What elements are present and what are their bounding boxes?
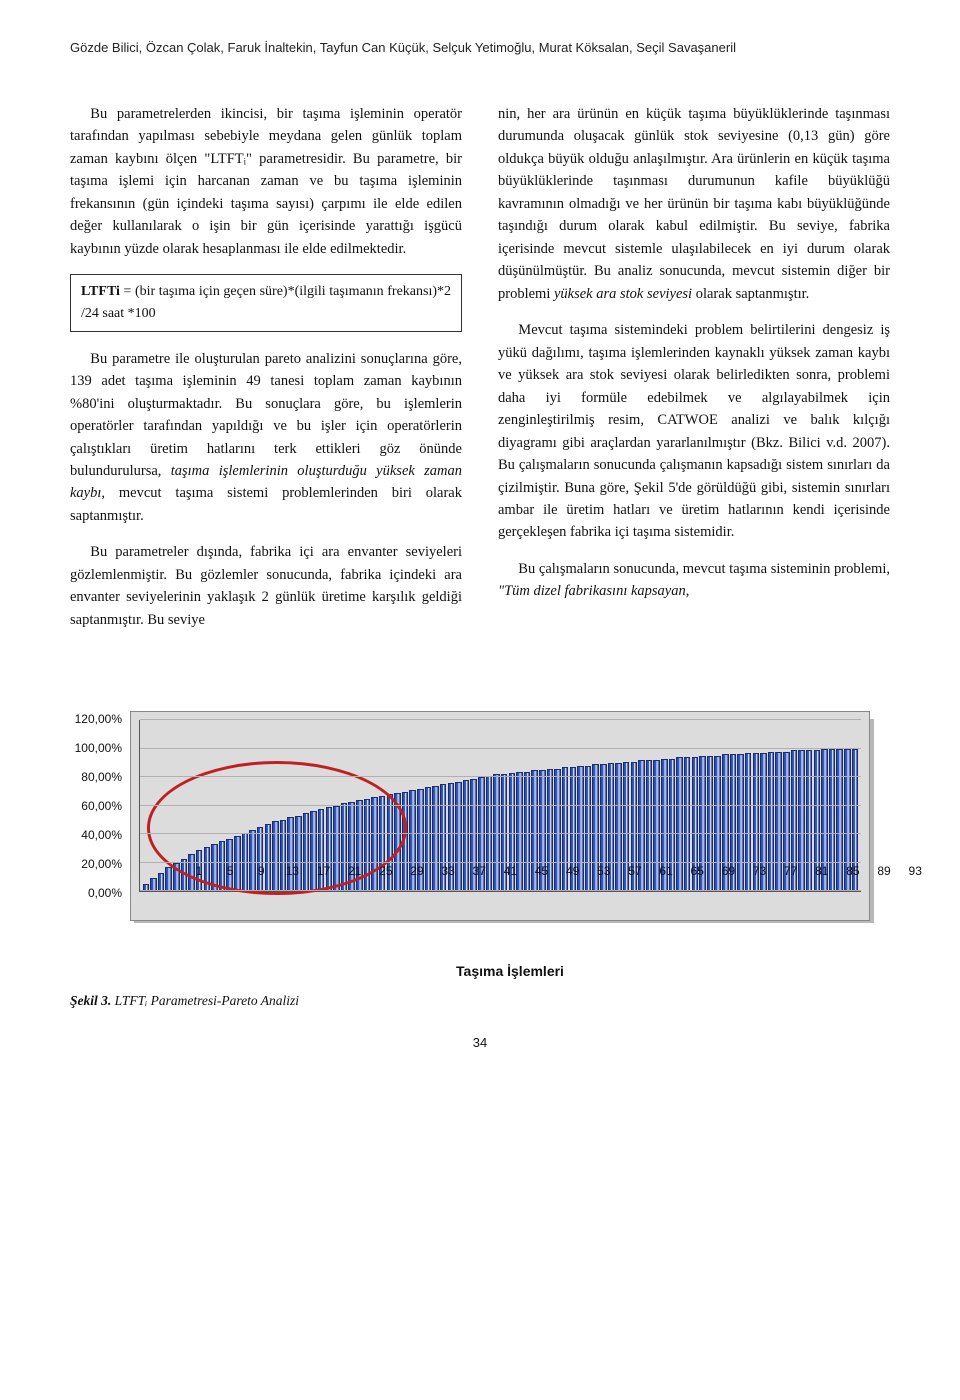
y-tick-label: 120,00% [75,712,122,726]
bar [173,863,179,892]
x-tick-label: 21 [348,864,361,878]
x-tick-label: 77 [784,864,797,878]
x-tick-label: 53 [597,864,610,878]
bar [165,867,171,891]
bar [188,854,194,891]
y-tick-label: 60,00% [81,799,122,813]
gridline [140,862,861,863]
paragraph: Bu parametrelerden ikincisi, bir taşıma … [70,103,462,260]
formula-body: = (bir taşıma için geçen süre)*(ilgili t… [81,284,451,321]
x-tick-label: 93 [909,864,922,878]
gridline [140,719,861,720]
text-italic: "Tüm dizel fabrikasını kapsayan, [498,583,689,599]
y-axis-labels: 0,00% 20,00% 40,00% 60,00% 80,00% 100,00% 120,… [70,711,126,921]
caption-label: Şekil 3. [70,993,111,1008]
page-number: 34 [70,1035,890,1050]
gridline [140,748,861,749]
x-tick-label: 85 [846,864,859,878]
y-tick-label: 80,00% [81,770,122,784]
gridline [140,890,861,891]
x-tick-label: 5 [227,864,234,878]
pareto-chart: 0,00% 20,00% 40,00% 60,00% 80,00% 100,00% 120,… [70,683,890,983]
paragraph: Mevcut taşıma sistemindeki problem belir… [498,319,890,544]
x-tick-label: 29 [410,864,423,878]
x-axis-title: Taşıma İşlemleri [130,963,890,979]
x-tick-label: 57 [628,864,641,878]
y-tick-label: 0,00% [88,886,122,900]
paragraph: Bu çalışmaların sonucunda, mevcut taşıma… [498,558,890,603]
y-tick-label: 20,00% [81,857,122,871]
gridline [140,805,861,806]
paragraph: Bu parametre ile oluşturulan pareto anal… [70,348,462,528]
x-tick-label: 17 [317,864,330,878]
text-run: nin, her ara ürünün en küçük taşıma büyü… [498,106,890,302]
x-tick-label: 45 [535,864,548,878]
text-italic: yüksek ara stok seviyesi [554,286,692,302]
x-tick-label: 9 [258,864,265,878]
x-tick-label: 61 [659,864,672,878]
caption-text: LTFTᵢ Parametresi-Pareto Analizi [111,993,299,1008]
paragraph: nin, her ara ürünün en küçük taşıma büyü… [498,103,890,305]
x-tick-label: 89 [877,864,890,878]
text-run: olarak saptanmıştır. [692,286,809,302]
bar [158,873,164,892]
figure-caption: Şekil 3. LTFTᵢ Parametresi-Pareto Analiz… [70,993,890,1009]
formula-box: LTFTi = (bir taşıma için geçen süre)*(il… [70,274,462,331]
x-tick-label: 49 [566,864,579,878]
x-tick-label: 69 [722,864,735,878]
x-tick-label: 1 [196,864,203,878]
formula-label: LTFTi [81,284,120,299]
x-axis-labels: 1 5 9 13 17 21 25 29 33 37 41 45 49 53 57 61 65 69 73 77 81 8… [199,864,861,882]
text-run: Bu parametre ile oluşturulan pareto anal… [70,351,462,479]
x-tick-label: 13 [286,864,299,878]
x-tick-label: 33 [441,864,454,878]
x-tick-label: 25 [379,864,392,878]
x-tick-label: 81 [815,864,828,878]
author-line: Gözde Bilici, Özcan Çolak, Faruk İnaltek… [70,40,890,55]
gridline [140,833,861,834]
text-run: Bu çalışmaların sonucunda, mevcut taşıma… [518,561,890,577]
bar [181,859,187,892]
two-column-body: Bu parametrelerden ikincisi, bir taşıma … [70,103,890,645]
gridline [140,776,861,777]
y-tick-label: 100,00% [75,741,122,755]
x-tick-label: 73 [753,864,766,878]
x-tick-label: 41 [504,864,517,878]
text-run: mevcut taşıma sistemi problemlerinden bi… [70,485,462,523]
column-right: nin, her ara ürünün en küçük taşıma büyü… [498,103,890,645]
paragraph: Bu parametreler dışında, fabrika içi ara… [70,541,462,631]
column-left: Bu parametrelerden ikincisi, bir taşıma … [70,103,462,645]
x-tick-label: 37 [473,864,486,878]
x-tick-label: 65 [691,864,704,878]
chart-canvas: 1 5 9 13 17 21 25 29 33 37 41 45 49 53 57 61 65 69 73 77 81 8… [130,711,870,921]
y-tick-label: 40,00% [81,828,122,842]
